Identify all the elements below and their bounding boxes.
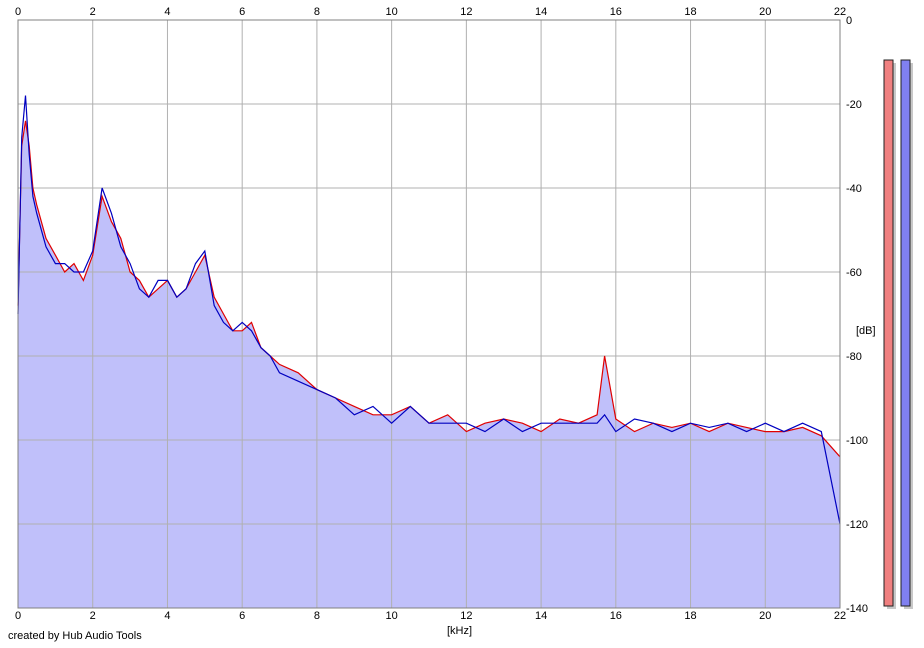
plot-border	[17, 19, 841, 609]
x-tick-label-top: 14	[535, 6, 547, 18]
x-tick-label-top: 18	[684, 6, 696, 18]
x-tick-label-top: 22	[834, 6, 846, 18]
x-tick-label-bottom: 12	[460, 610, 472, 622]
spectrum-fill	[18, 120, 840, 609]
x-tick-label-bottom: 2	[90, 610, 96, 622]
x-tick-label-top: 6	[239, 6, 245, 18]
level-meters	[883, 59, 913, 609]
x-tick-label-top: 12	[460, 6, 472, 18]
level-meter-left	[883, 59, 894, 607]
x-tick-label-top: 4	[164, 6, 170, 18]
y-tick-label: -100	[846, 435, 868, 447]
y-tick-label: -120	[846, 519, 868, 531]
x-tick-label-bottom: 18	[684, 610, 696, 622]
y-axis-label: [dB]	[856, 325, 876, 337]
axis-ticks: 002244668810101212141416161818202022220-…	[15, 6, 868, 622]
y-tick-label: -80	[846, 351, 862, 363]
series-lines	[17, 95, 841, 525]
x-tick-label-bottom: 16	[610, 610, 622, 622]
credit-text: created by Hub Audio Tools	[8, 630, 142, 642]
level-meter-right	[900, 59, 911, 607]
x-tick-label-top: 20	[759, 6, 771, 18]
x-tick-label-bottom: 20	[759, 610, 771, 622]
x-axis-label: [kHz]	[447, 625, 473, 637]
y-tick-label: -60	[846, 267, 862, 279]
y-tick-label: -20	[846, 99, 862, 111]
x-tick-label-bottom: 4	[164, 610, 170, 622]
x-tick-label-bottom: 8	[314, 610, 320, 622]
x-tick-label-bottom: 22	[834, 610, 846, 622]
x-tick-label-top: 8	[314, 6, 320, 18]
series-line-right	[17, 95, 841, 525]
x-tick-label-top: 16	[610, 6, 622, 18]
x-tick-label-top: 2	[90, 6, 96, 18]
spectrum-area	[18, 120, 840, 609]
x-tick-label-bottom: 0	[15, 610, 21, 622]
x-tick-label-top: 10	[386, 6, 398, 18]
y-tick-label: 0	[846, 15, 852, 27]
x-tick-label-bottom: 14	[535, 610, 547, 622]
y-tick-label: -40	[846, 183, 862, 195]
series-line-left	[17, 120, 841, 458]
y-tick-label: -140	[846, 603, 868, 615]
x-tick-label-top: 0	[15, 6, 21, 18]
x-tick-label-bottom: 6	[239, 610, 245, 622]
x-tick-label-bottom: 10	[386, 610, 398, 622]
